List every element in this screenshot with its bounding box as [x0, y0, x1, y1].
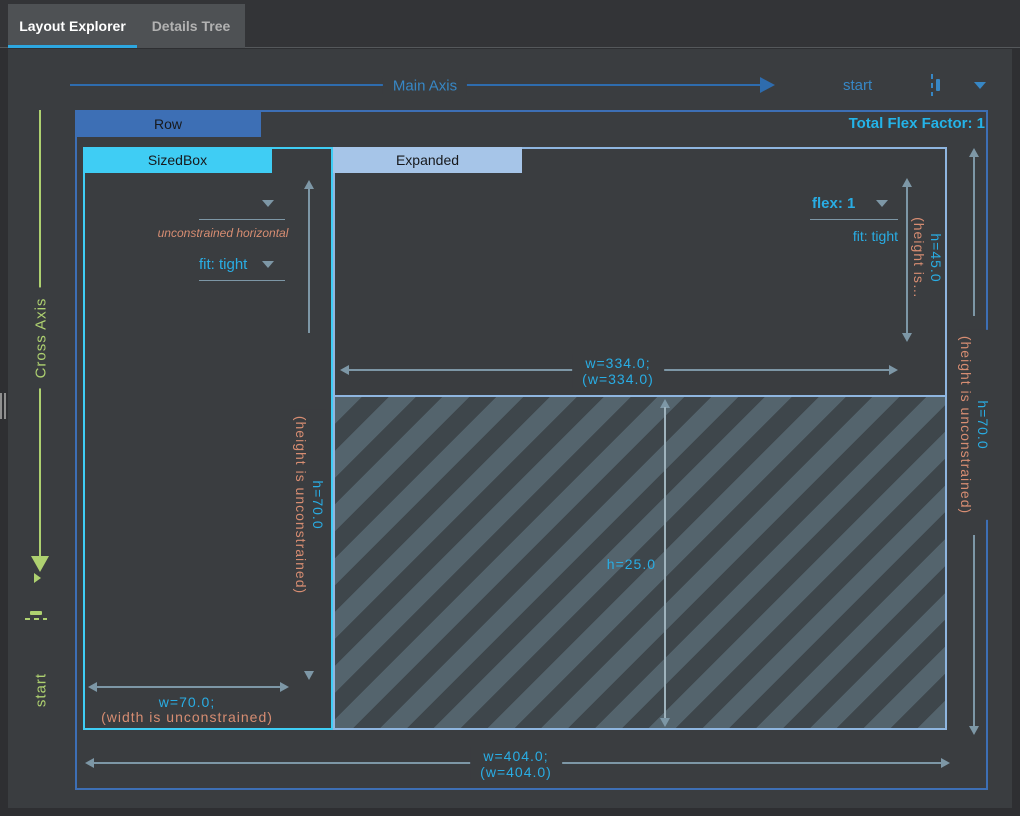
sizedbox-width-arrowhead-left-icon [88, 682, 97, 692]
sizedbox-height-value: h=70.0 [310, 480, 326, 530]
expanded-height-arrowhead-top-icon [902, 178, 912, 187]
expanded-width-constraint: (w=334.0) [582, 371, 654, 387]
sizedbox-widget-header[interactable]: SizedBox [83, 147, 272, 173]
cross-axis-dropdown-chevron-icon[interactable] [34, 573, 41, 583]
expanded-width-label: w=334.0; (w=334.0) [572, 354, 664, 388]
expanded-width-arrowhead-right-icon [889, 365, 898, 375]
expanded-widget-box[interactable] [333, 147, 947, 730]
expanded-child-divider [335, 395, 945, 397]
main-axis-dropdown-chevron-icon[interactable] [974, 82, 986, 89]
expanded-fit-label: fit: tight [852, 228, 898, 244]
expanded-width-value: w=334.0; [585, 355, 651, 371]
expanded-height-arrow-line [906, 186, 908, 334]
row-height-arrowhead-top-icon [969, 148, 979, 157]
free-space-height-value: h=25.0 [606, 556, 656, 572]
sizedbox-width-value: w=70.0; [158, 694, 216, 710]
row-height-arrow-line-top [973, 156, 975, 316]
panel-splitter-handle[interactable] [0, 393, 6, 419]
sizedbox-height-arrowhead-bottom-icon [304, 671, 314, 680]
sizedbox-flex-dropdown-underline [199, 219, 285, 220]
align-icon-dash [931, 74, 933, 96]
sizedbox-constraint-warning: unconstrained horizontal [157, 226, 289, 240]
sizedbox-width-constraint: (width is unconstrained) [101, 709, 273, 725]
tab-group: Layout Explorer Details Tree [8, 4, 245, 48]
main-axis-alignment-icon[interactable] [928, 74, 944, 96]
free-space-height-arrowhead-top-icon [660, 399, 670, 408]
row-height-label: h=70.0 (height is unconstrained) [957, 329, 991, 521]
row-width-constraint: (w=404.0) [480, 764, 552, 780]
align-icon-bar [936, 79, 940, 91]
main-axis-arrowhead-icon [760, 77, 775, 93]
free-space-height-arrowhead-bottom-icon [660, 718, 670, 727]
row-height-arrowhead-bottom-icon [969, 726, 979, 735]
expanded-widget-header[interactable]: Expanded [333, 147, 522, 173]
cross-axis-alignment-icon[interactable] [25, 607, 47, 623]
sizedbox-width-arrowhead-right-icon [280, 682, 289, 692]
expanded-height-constraint: (height is… [911, 217, 927, 299]
sizedbox-height-constraint: (height is unconstrained) [293, 415, 309, 595]
sizedbox-height-arrow-line [308, 188, 310, 333]
tab-layout-explorer[interactable]: Layout Explorer [19, 18, 126, 34]
tab-details-tree[interactable]: Details Tree [151, 18, 231, 34]
align-icon-bar [30, 611, 42, 615]
expanded-width-arrowhead-left-icon [340, 365, 349, 375]
sizedbox-fit-dropdown-underline [199, 280, 285, 281]
row-widget-header[interactable]: Row [75, 110, 261, 137]
cross-axis-arrowhead-icon [31, 556, 49, 572]
free-space-height-arrow-line [664, 407, 666, 719]
sizedbox-fit-dropdown-chevron-icon[interactable] [262, 261, 274, 268]
expanded-flex-dropdown-underline [810, 219, 898, 220]
main-axis-alignment-value[interactable]: start [843, 77, 873, 94]
align-icon-dash [25, 618, 47, 620]
sizedbox-height-label: h=70.0 (height is unconstrained) [292, 409, 326, 601]
cross-axis-alignment-value[interactable]: start [32, 672, 50, 708]
expanded-flex-dropdown[interactable]: flex: 1 [812, 195, 856, 212]
expanded-height-value: h=45.0 [928, 233, 944, 283]
expanded-free-space-hatch [335, 397, 945, 728]
expanded-flex-dropdown-chevron-icon[interactable] [876, 200, 888, 207]
row-height-arrow-line-bottom [973, 535, 975, 727]
sizedbox-fit-dropdown[interactable]: fit: tight [199, 256, 248, 273]
row-width-label: w=404.0; (w=404.0) [470, 747, 562, 781]
row-width-value: w=404.0; [483, 748, 549, 764]
expanded-height-arrowhead-bottom-icon [902, 333, 912, 342]
row-width-arrowhead-right-icon [941, 758, 950, 768]
total-flex-factor: Total Flex Factor: 1 [848, 115, 985, 132]
row-width-arrowhead-left-icon [85, 758, 94, 768]
sizedbox-flex-dropdown-chevron-icon[interactable] [262, 200, 274, 207]
active-tab-indicator [8, 45, 137, 48]
row-height-value: h=70.0 [975, 400, 991, 450]
expanded-height-label: h=45.0 (height is… [910, 217, 944, 299]
main-axis-label: Main Axis [382, 77, 468, 95]
tab-bar: Layout Explorer Details Tree [0, 0, 1020, 48]
cross-axis-label: Cross Axis [32, 287, 50, 389]
sizedbox-width-arrow-line [97, 686, 280, 688]
sizedbox-height-arrowhead-top-icon [304, 180, 314, 189]
row-height-constraint: (height is unconstrained) [958, 335, 974, 515]
